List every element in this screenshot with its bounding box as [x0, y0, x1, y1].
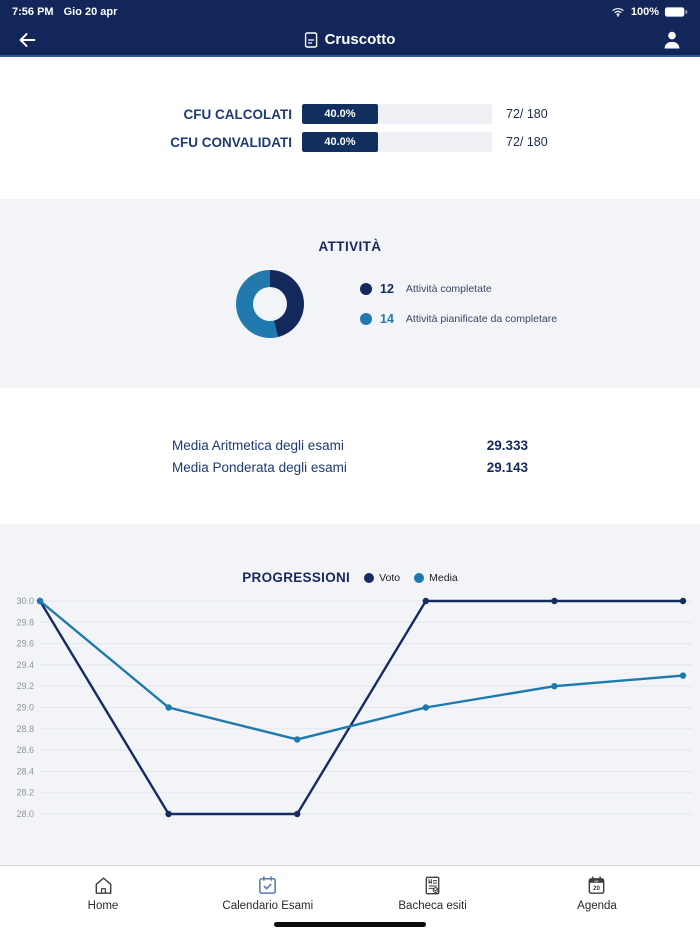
cfu-fraction: 72/ 180	[506, 135, 548, 149]
cfu-progress-bar: 40.0%	[302, 132, 492, 152]
cfu-row-calcolati: CFU CALCOLATI 40.0% 72/ 180	[0, 104, 700, 124]
person-icon	[664, 31, 680, 48]
cfu-fraction: 72/ 180	[506, 107, 548, 121]
cfu-row-convalidati: CFU CONVALIDATI 40.0% 72/ 180	[0, 132, 700, 152]
tab-label: Bacheca esiti	[398, 900, 467, 912]
calendar-date-icon: apr 20	[589, 876, 605, 894]
cfu-label: CFU CONVALIDATI	[170, 134, 292, 150]
svg-text:28.6: 28.6	[16, 745, 34, 755]
legend-value: 12	[380, 282, 394, 296]
legend-item-voto: Voto	[364, 572, 400, 584]
nav-bar: Cruscotto	[0, 24, 700, 57]
cfu-label: CFU CALCOLATI	[183, 106, 292, 122]
legend-label: Media	[429, 571, 458, 584]
tab-item-bacheca-esiti[interactable]: Bacheca esiti	[388, 874, 478, 934]
svg-text:28.4: 28.4	[16, 766, 34, 776]
attivita-donut-chart	[236, 270, 304, 338]
tab-item-home[interactable]: Home	[58, 874, 148, 934]
battery-icon	[664, 7, 688, 17]
status-bar: 7:56 PM Gio 20 apr 100%	[0, 0, 700, 24]
legend-label: Voto	[379, 571, 401, 584]
svg-text:30.0: 30.0	[16, 596, 34, 606]
progressioni-section: PROGRESSIONI Voto Media 30.0 29.8 29.6 29.4…	[0, 524, 700, 865]
attivita-title: ATTIVITÀ	[318, 239, 382, 254]
legend-dot	[360, 283, 372, 295]
tab-label: Agenda	[577, 900, 617, 912]
progressioni-legend: Voto Media	[364, 572, 458, 584]
media-value: 29.143	[486, 459, 528, 475]
progressioni-line-chart: 30.0 29.8 29.6 29.4 29.2 29.0 28.8 28.6 28.4 28.2…	[16, 596, 692, 819]
tab-item-agenda[interactable]: apr 20 Agenda	[552, 874, 642, 934]
wifi-icon	[612, 8, 624, 17]
svg-text:29.4: 29.4	[16, 660, 34, 670]
svg-text:apr: apr	[595, 879, 599, 883]
svg-text:28.2: 28.2	[16, 788, 34, 798]
document-icon	[304, 31, 318, 48]
svg-text:28.0: 28.0	[16, 809, 34, 819]
legend-value: 14	[380, 312, 394, 326]
attivita-legend: 12 Attività completate 14 Attività piani…	[360, 282, 557, 326]
media-aritmetica-row: Media Aritmetica degli esami 29.333	[172, 438, 528, 453]
legend-label: Attività pianificate da completare	[405, 313, 558, 325]
medie-section: Media Aritmetica degli esami 29.333 Medi…	[0, 388, 700, 524]
legend-dot	[364, 572, 375, 583]
media-label: Media Aritmetica degli esami	[172, 437, 344, 453]
cfu-progress-fill: 40.0%	[302, 132, 378, 152]
back-button[interactable]	[14, 27, 40, 53]
legend-item-completate: 12 Attività completate	[360, 282, 557, 296]
svg-text:29.6: 29.6	[16, 639, 34, 649]
cfu-progress-fill: 40.0%	[302, 104, 378, 124]
svg-text:29.8: 29.8	[16, 617, 34, 627]
page-title-group: Cruscotto	[304, 31, 396, 48]
legend-item-pianificate: 14 Attività pianificate da completare	[360, 312, 557, 326]
cfu-section: CFU CALCOLATI 40.0% 72/ 180 CFU CONVALID…	[0, 57, 700, 199]
cfu-progress-percent: 40.0%	[324, 136, 356, 148]
svg-text:28.8: 28.8	[16, 724, 34, 734]
status-time: 7:56 PM	[12, 6, 54, 18]
battery-percent: 100%	[630, 6, 659, 18]
cfu-progress-percent: 40.0%	[324, 108, 356, 120]
document-check-icon	[425, 876, 440, 895]
tab-item-calendario-esami[interactable]: Calendario Esami	[222, 874, 313, 934]
cfu-progress-bar: 40.0%	[302, 104, 492, 124]
attivita-section: ATTIVITÀ 12 Attività completate 14 Attiv…	[0, 199, 700, 388]
media-label: Media Ponderata degli esami	[172, 459, 347, 475]
progressioni-header: PROGRESSIONI Voto Media	[0, 568, 700, 587]
page-title: Cruscotto	[324, 31, 396, 48]
legend-label: Attività completate	[405, 283, 492, 295]
svg-text:29.0: 29.0	[16, 703, 34, 713]
legend-item-media: Media	[414, 572, 458, 584]
back-icon	[19, 32, 36, 47]
legend-dot	[414, 572, 425, 583]
svg-text:20: 20	[594, 885, 601, 892]
attivita-content: 12 Attività completate 14 Attività piani…	[0, 270, 700, 338]
progressioni-title: PROGRESSIONI	[242, 570, 351, 585]
tab-label: Calendario Esami	[222, 900, 314, 912]
media-ponderata-row: Media Ponderata degli esami 29.143	[172, 460, 528, 475]
home-icon	[95, 877, 111, 894]
media-value: 29.333	[486, 437, 528, 453]
home-indicator[interactable]	[274, 922, 426, 927]
tab-label: Home	[87, 900, 119, 912]
legend-dot	[360, 313, 372, 325]
profile-button[interactable]	[658, 26, 686, 54]
calendar-check-icon	[259, 876, 277, 894]
status-date: Gio 20 apr	[63, 6, 118, 18]
svg-text:29.2: 29.2	[16, 681, 34, 691]
